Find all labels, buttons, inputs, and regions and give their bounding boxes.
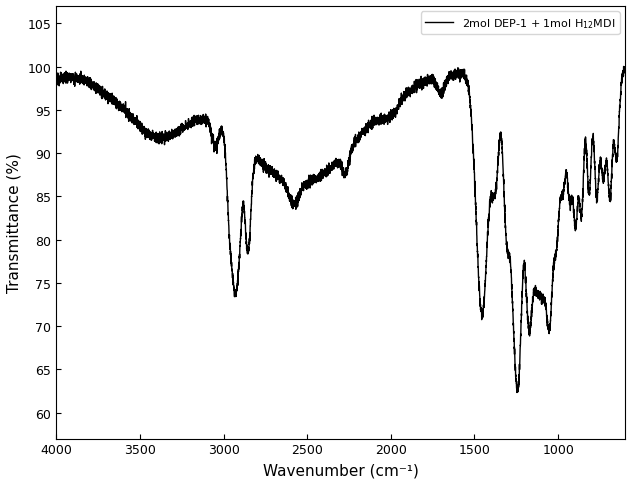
X-axis label: Wavenumber (cm⁻¹): Wavenumber (cm⁻¹) bbox=[263, 462, 418, 477]
Legend: 2mol DEP-1 + 1mol H$_{12}$MDI: 2mol DEP-1 + 1mol H$_{12}$MDI bbox=[421, 13, 619, 35]
Y-axis label: Transmittance (%): Transmittance (%) bbox=[7, 153, 22, 293]
